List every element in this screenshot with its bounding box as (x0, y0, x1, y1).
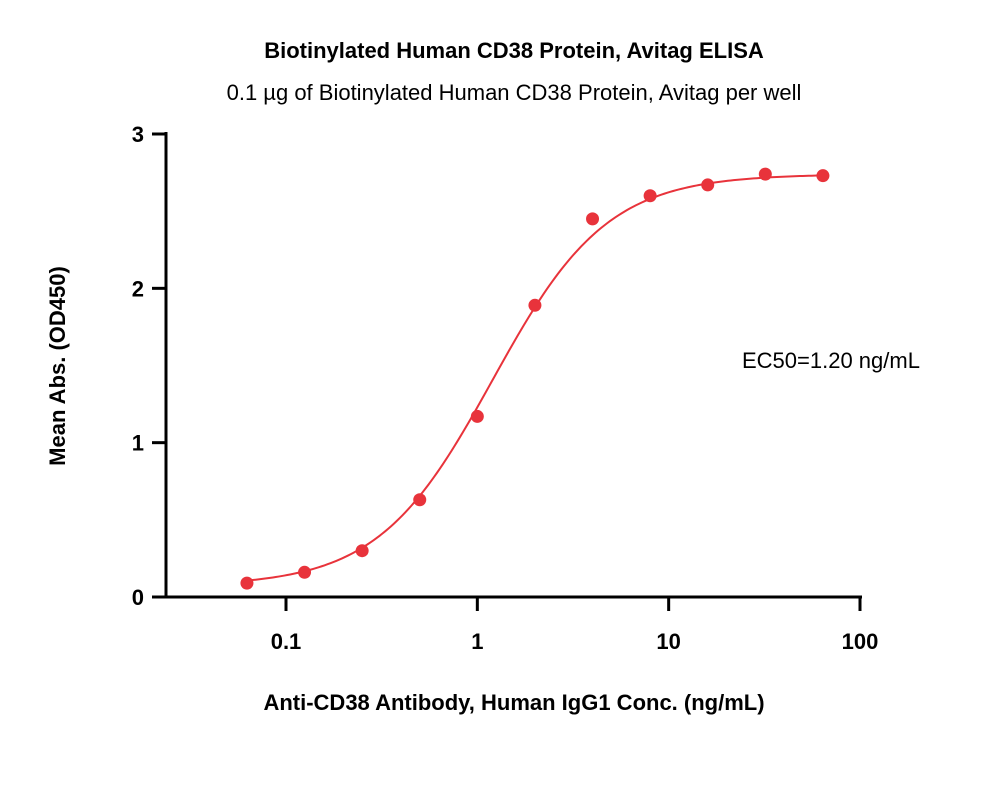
data-point (701, 178, 715, 192)
x-tick-label: 10 (656, 629, 680, 654)
y-tick-label: 3 (132, 122, 144, 147)
data-point (298, 565, 312, 579)
y-tick-labels: 0 1 2 3 (132, 122, 144, 610)
data-point (470, 409, 484, 423)
data-point (643, 189, 657, 203)
y-axis-label: Mean Abs. (OD450) (45, 266, 70, 466)
y-tick-label: 1 (132, 431, 144, 456)
data-point (355, 544, 369, 558)
x-tick-label: 0.1 (271, 629, 302, 654)
axes (152, 132, 862, 611)
x-tick-labels: 0.1 1 10 100 (271, 629, 879, 654)
data-point (528, 298, 542, 312)
x-tick-label: 100 (842, 629, 879, 654)
chart-subtitle: 0.1 µg of Biotinylated Human CD38 Protei… (227, 80, 802, 105)
data-point (816, 169, 830, 183)
data-points (240, 167, 830, 590)
ec50-annotation: EC50=1.20 ng/mL (742, 348, 920, 373)
data-point (240, 576, 254, 590)
y-tick-label: 2 (132, 276, 144, 301)
data-point (413, 493, 427, 507)
fit-curve (246, 174, 823, 582)
x-tick-label: 1 (471, 629, 483, 654)
data-point (586, 212, 600, 226)
data-point (758, 167, 772, 181)
x-axis-label: Anti-CD38 Antibody, Human IgG1 Conc. (ng… (263, 690, 764, 715)
chart-title: Biotinylated Human CD38 Protein, Avitag … (264, 38, 764, 63)
y-tick-label: 0 (132, 585, 144, 610)
